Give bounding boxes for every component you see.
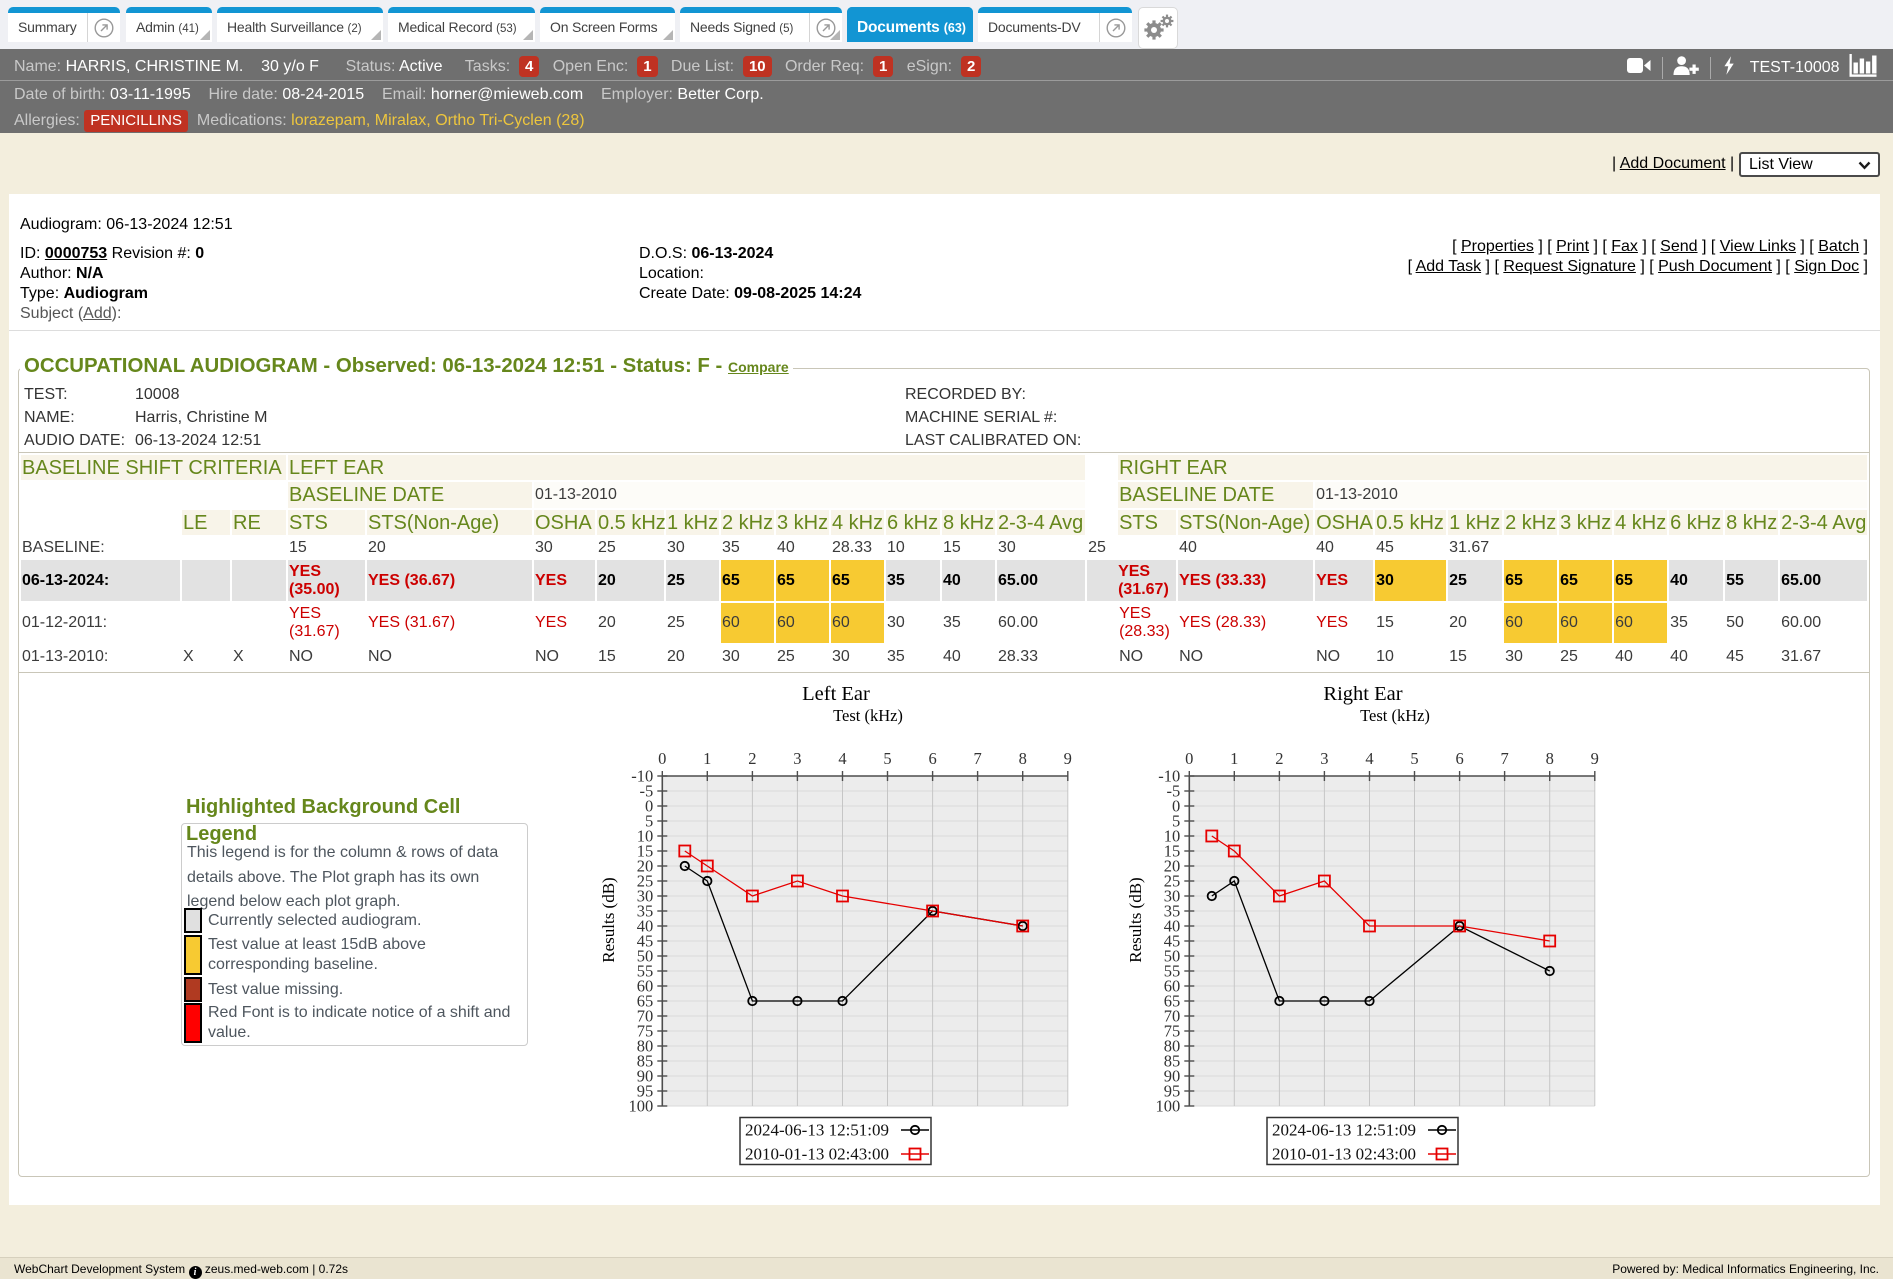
svg-text:10: 10 — [637, 827, 654, 846]
svg-text:60: 60 — [1164, 977, 1181, 996]
svg-text:35: 35 — [1164, 902, 1181, 921]
svg-text:7: 7 — [973, 749, 981, 768]
svg-text:Results (dB): Results (dB) — [1126, 877, 1145, 962]
svg-text:50: 50 — [1164, 947, 1181, 966]
svg-text:85: 85 — [1164, 1052, 1181, 1071]
svg-text:5: 5 — [645, 812, 653, 831]
svg-text:5: 5 — [1172, 812, 1180, 831]
svg-text:0: 0 — [645, 797, 653, 816]
svg-text:40: 40 — [1164, 917, 1181, 936]
svg-text:2010-01-13 02:43:00: 2010-01-13 02:43:00 — [745, 1145, 889, 1164]
svg-text:40: 40 — [637, 917, 654, 936]
svg-text:25: 25 — [1164, 872, 1181, 891]
svg-text:5: 5 — [883, 749, 891, 768]
svg-text:8: 8 — [1546, 749, 1554, 768]
svg-text:100: 100 — [1156, 1097, 1181, 1116]
svg-text:-10: -10 — [631, 767, 653, 786]
svg-text:75: 75 — [637, 1022, 654, 1041]
svg-text:Test (kHz): Test (kHz) — [833, 706, 903, 725]
svg-text:1: 1 — [703, 749, 711, 768]
svg-text:85: 85 — [637, 1052, 654, 1071]
svg-text:25: 25 — [637, 872, 654, 891]
svg-text:9: 9 — [1591, 749, 1599, 768]
svg-text:55: 55 — [1164, 962, 1181, 981]
svg-text:2: 2 — [1275, 749, 1283, 768]
svg-text:60: 60 — [637, 977, 654, 996]
svg-text:8: 8 — [1019, 749, 1027, 768]
svg-text:70: 70 — [1164, 1007, 1181, 1026]
svg-text:Right Ear: Right Ear — [1323, 683, 1402, 705]
svg-text:Results (dB): Results (dB) — [599, 877, 618, 962]
svg-text:2: 2 — [748, 749, 756, 768]
svg-text:4: 4 — [838, 749, 846, 768]
svg-text:35: 35 — [637, 902, 654, 921]
svg-text:80: 80 — [637, 1037, 654, 1056]
svg-text:3: 3 — [793, 749, 801, 768]
svg-text:-10: -10 — [1158, 767, 1180, 786]
svg-text:55: 55 — [637, 962, 654, 981]
svg-text:1: 1 — [1230, 749, 1238, 768]
svg-text:95: 95 — [637, 1082, 654, 1101]
svg-text:0: 0 — [658, 749, 666, 768]
svg-text:50: 50 — [637, 947, 654, 966]
svg-text:2024-06-13 12:51:09: 2024-06-13 12:51:09 — [745, 1121, 889, 1140]
svg-text:6: 6 — [928, 749, 936, 768]
svg-text:10: 10 — [1164, 827, 1181, 846]
svg-text:0: 0 — [1185, 749, 1193, 768]
svg-text:95: 95 — [1164, 1082, 1181, 1101]
svg-text:Left Ear: Left Ear — [802, 683, 870, 705]
svg-text:15: 15 — [637, 842, 654, 861]
svg-text:Test (kHz): Test (kHz) — [1360, 706, 1430, 725]
svg-text:65: 65 — [1164, 992, 1181, 1011]
svg-text:30: 30 — [1164, 887, 1181, 906]
svg-text:0: 0 — [1172, 797, 1180, 816]
svg-text:3: 3 — [1320, 749, 1328, 768]
svg-text:45: 45 — [1164, 932, 1181, 951]
svg-text:90: 90 — [1164, 1067, 1181, 1086]
svg-text:100: 100 — [629, 1097, 654, 1116]
svg-text:4: 4 — [1365, 749, 1373, 768]
svg-text:80: 80 — [1164, 1037, 1181, 1056]
svg-text:75: 75 — [1164, 1022, 1181, 1041]
svg-text:-5: -5 — [1167, 782, 1181, 801]
svg-text:9: 9 — [1064, 749, 1072, 768]
svg-text:70: 70 — [637, 1007, 654, 1026]
svg-text:20: 20 — [637, 857, 654, 876]
svg-text:2010-01-13 02:43:00: 2010-01-13 02:43:00 — [1272, 1145, 1416, 1164]
svg-text:-5: -5 — [640, 782, 654, 801]
svg-text:7: 7 — [1500, 749, 1508, 768]
svg-text:6: 6 — [1455, 749, 1463, 768]
svg-text:90: 90 — [637, 1067, 654, 1086]
svg-text:15: 15 — [1164, 842, 1181, 861]
svg-text:5: 5 — [1410, 749, 1418, 768]
svg-text:2024-06-13 12:51:09: 2024-06-13 12:51:09 — [1272, 1121, 1416, 1140]
svg-text:65: 65 — [637, 992, 654, 1011]
svg-text:20: 20 — [1164, 857, 1181, 876]
svg-text:45: 45 — [637, 932, 654, 951]
svg-text:30: 30 — [637, 887, 654, 906]
